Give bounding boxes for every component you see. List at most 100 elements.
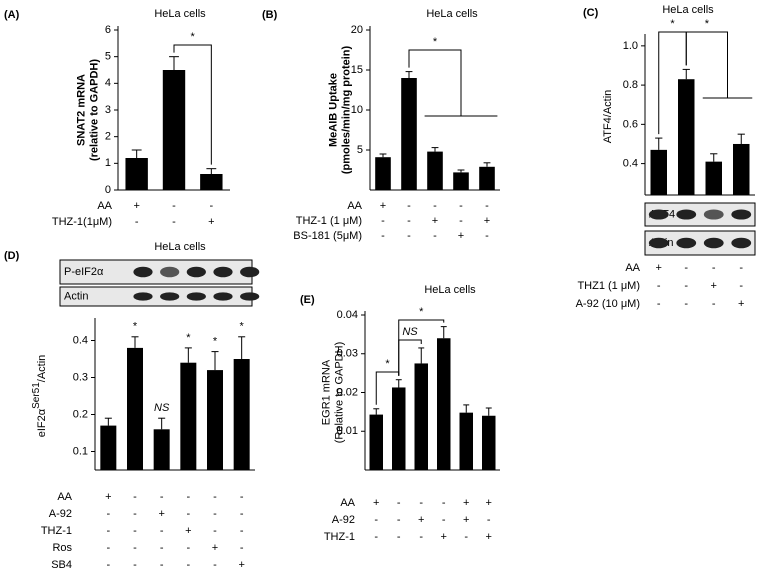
blot-label: Actin xyxy=(64,290,88,302)
condition-sign: - xyxy=(172,216,176,228)
condition-sign: + xyxy=(380,200,386,212)
chart-title: HeLa cells xyxy=(424,284,476,296)
significance-bracket xyxy=(173,44,212,165)
condition-label: A-92 xyxy=(332,514,355,526)
bar xyxy=(459,412,473,470)
condition-sign: + xyxy=(738,298,744,310)
significance: NS xyxy=(402,326,418,338)
condition-label: A-92 (10 μM) xyxy=(576,298,640,310)
significance: NS xyxy=(154,402,170,414)
blot-band xyxy=(676,209,697,220)
blot-band xyxy=(676,237,697,249)
condition-sign: - xyxy=(133,542,137,554)
y-tick-label: 1 xyxy=(105,157,111,169)
condition-sign: - xyxy=(684,262,688,274)
condition-sign: - xyxy=(739,262,743,274)
y-label-sup: Ser51 xyxy=(31,382,42,409)
condition-sign: - xyxy=(407,200,411,212)
condition-sign: - xyxy=(172,200,176,212)
blot-band xyxy=(648,237,669,249)
condition-sign: + xyxy=(463,514,469,526)
y-tick-label: 4 xyxy=(105,77,111,89)
condition-label: BS-181 (5μM) xyxy=(293,230,362,242)
bar xyxy=(414,363,428,470)
y-tick-label: 0.1 xyxy=(73,445,88,457)
chart-title: HeLa cells xyxy=(426,8,478,20)
condition-sign: - xyxy=(739,280,743,292)
y-tick-label: 0.3 xyxy=(73,371,88,383)
condition-sign: - xyxy=(186,559,190,570)
condition-sign: - xyxy=(160,491,164,503)
bar xyxy=(125,158,148,190)
condition-sign: - xyxy=(374,514,378,526)
bar xyxy=(153,429,170,470)
significance: * xyxy=(385,358,390,370)
condition-sign: - xyxy=(397,514,401,526)
bar xyxy=(207,370,223,470)
condition-label: SB4 xyxy=(51,559,72,570)
significance-bracket xyxy=(685,31,728,98)
y-tick-label: 5 xyxy=(357,144,363,156)
bar xyxy=(375,157,391,190)
condition-sign: - xyxy=(381,230,385,242)
condition-sign: + xyxy=(441,531,447,543)
y-tick-label: 0.01 xyxy=(337,425,358,437)
condition-sign: - xyxy=(419,497,423,509)
condition-sign: - xyxy=(213,491,217,503)
blot-band xyxy=(133,266,153,278)
condition-sign: - xyxy=(135,216,139,228)
condition-sign: - xyxy=(186,508,190,520)
bar xyxy=(437,338,451,470)
y-tick-label: 0 xyxy=(105,184,111,196)
y-tick-label: 0.4 xyxy=(73,334,88,346)
y-tick-label: 0.03 xyxy=(337,348,358,360)
significance: * xyxy=(191,31,196,43)
condition-sign: - xyxy=(657,280,661,292)
condition-sign: + xyxy=(711,280,717,292)
blot-band xyxy=(213,266,233,278)
blot-label: P-eIF2α xyxy=(64,266,104,278)
condition-sign: - xyxy=(186,491,190,503)
condition-label: Ros xyxy=(52,542,72,554)
condition-sign: - xyxy=(133,525,137,537)
condition-sign: - xyxy=(240,525,244,537)
y-axis-label: SNAT2 mRNA (relative to GAPDH) xyxy=(75,59,100,161)
condition-sign: - xyxy=(186,542,190,554)
bar xyxy=(127,347,143,470)
condition-sign: + xyxy=(133,200,139,212)
condition-sign: + xyxy=(185,525,191,537)
condition-sign: - xyxy=(160,542,164,554)
significance: * xyxy=(186,332,191,344)
condition-sign: - xyxy=(487,514,491,526)
bar xyxy=(427,151,443,190)
condition-sign: - xyxy=(213,559,217,570)
condition-sign: - xyxy=(433,200,437,212)
condition-sign: + xyxy=(373,497,379,509)
condition-sign: - xyxy=(381,215,385,227)
y-axis-label: MeAIB Uptake (pmoles/min/mg protein) xyxy=(327,45,352,174)
bar xyxy=(180,362,197,470)
condition-sign: - xyxy=(442,497,446,509)
blot-band xyxy=(240,292,260,301)
y-tick-label: 0.4 xyxy=(623,158,638,170)
blot-band xyxy=(133,292,153,301)
condition-sign: - xyxy=(397,497,401,509)
blot-band xyxy=(186,292,206,301)
condition-sign: + xyxy=(432,215,438,227)
bar xyxy=(479,166,495,190)
bar xyxy=(453,172,469,190)
condition-label: AA xyxy=(625,262,640,274)
condition-sign: - xyxy=(419,531,423,543)
condition-sign: - xyxy=(240,542,244,554)
significance: * xyxy=(670,18,675,30)
condition-sign: + xyxy=(486,497,492,509)
condition-sign: - xyxy=(374,531,378,543)
bar xyxy=(678,79,695,195)
bar xyxy=(369,414,383,470)
blot-band xyxy=(186,266,206,278)
condition-sign: - xyxy=(407,215,411,227)
y-tick-label: 0.02 xyxy=(337,386,358,398)
condition-sign: - xyxy=(209,200,213,212)
chart-title: HeLa cells xyxy=(662,4,714,16)
y-label-line: eIF2αSer51/Actin xyxy=(31,355,48,438)
